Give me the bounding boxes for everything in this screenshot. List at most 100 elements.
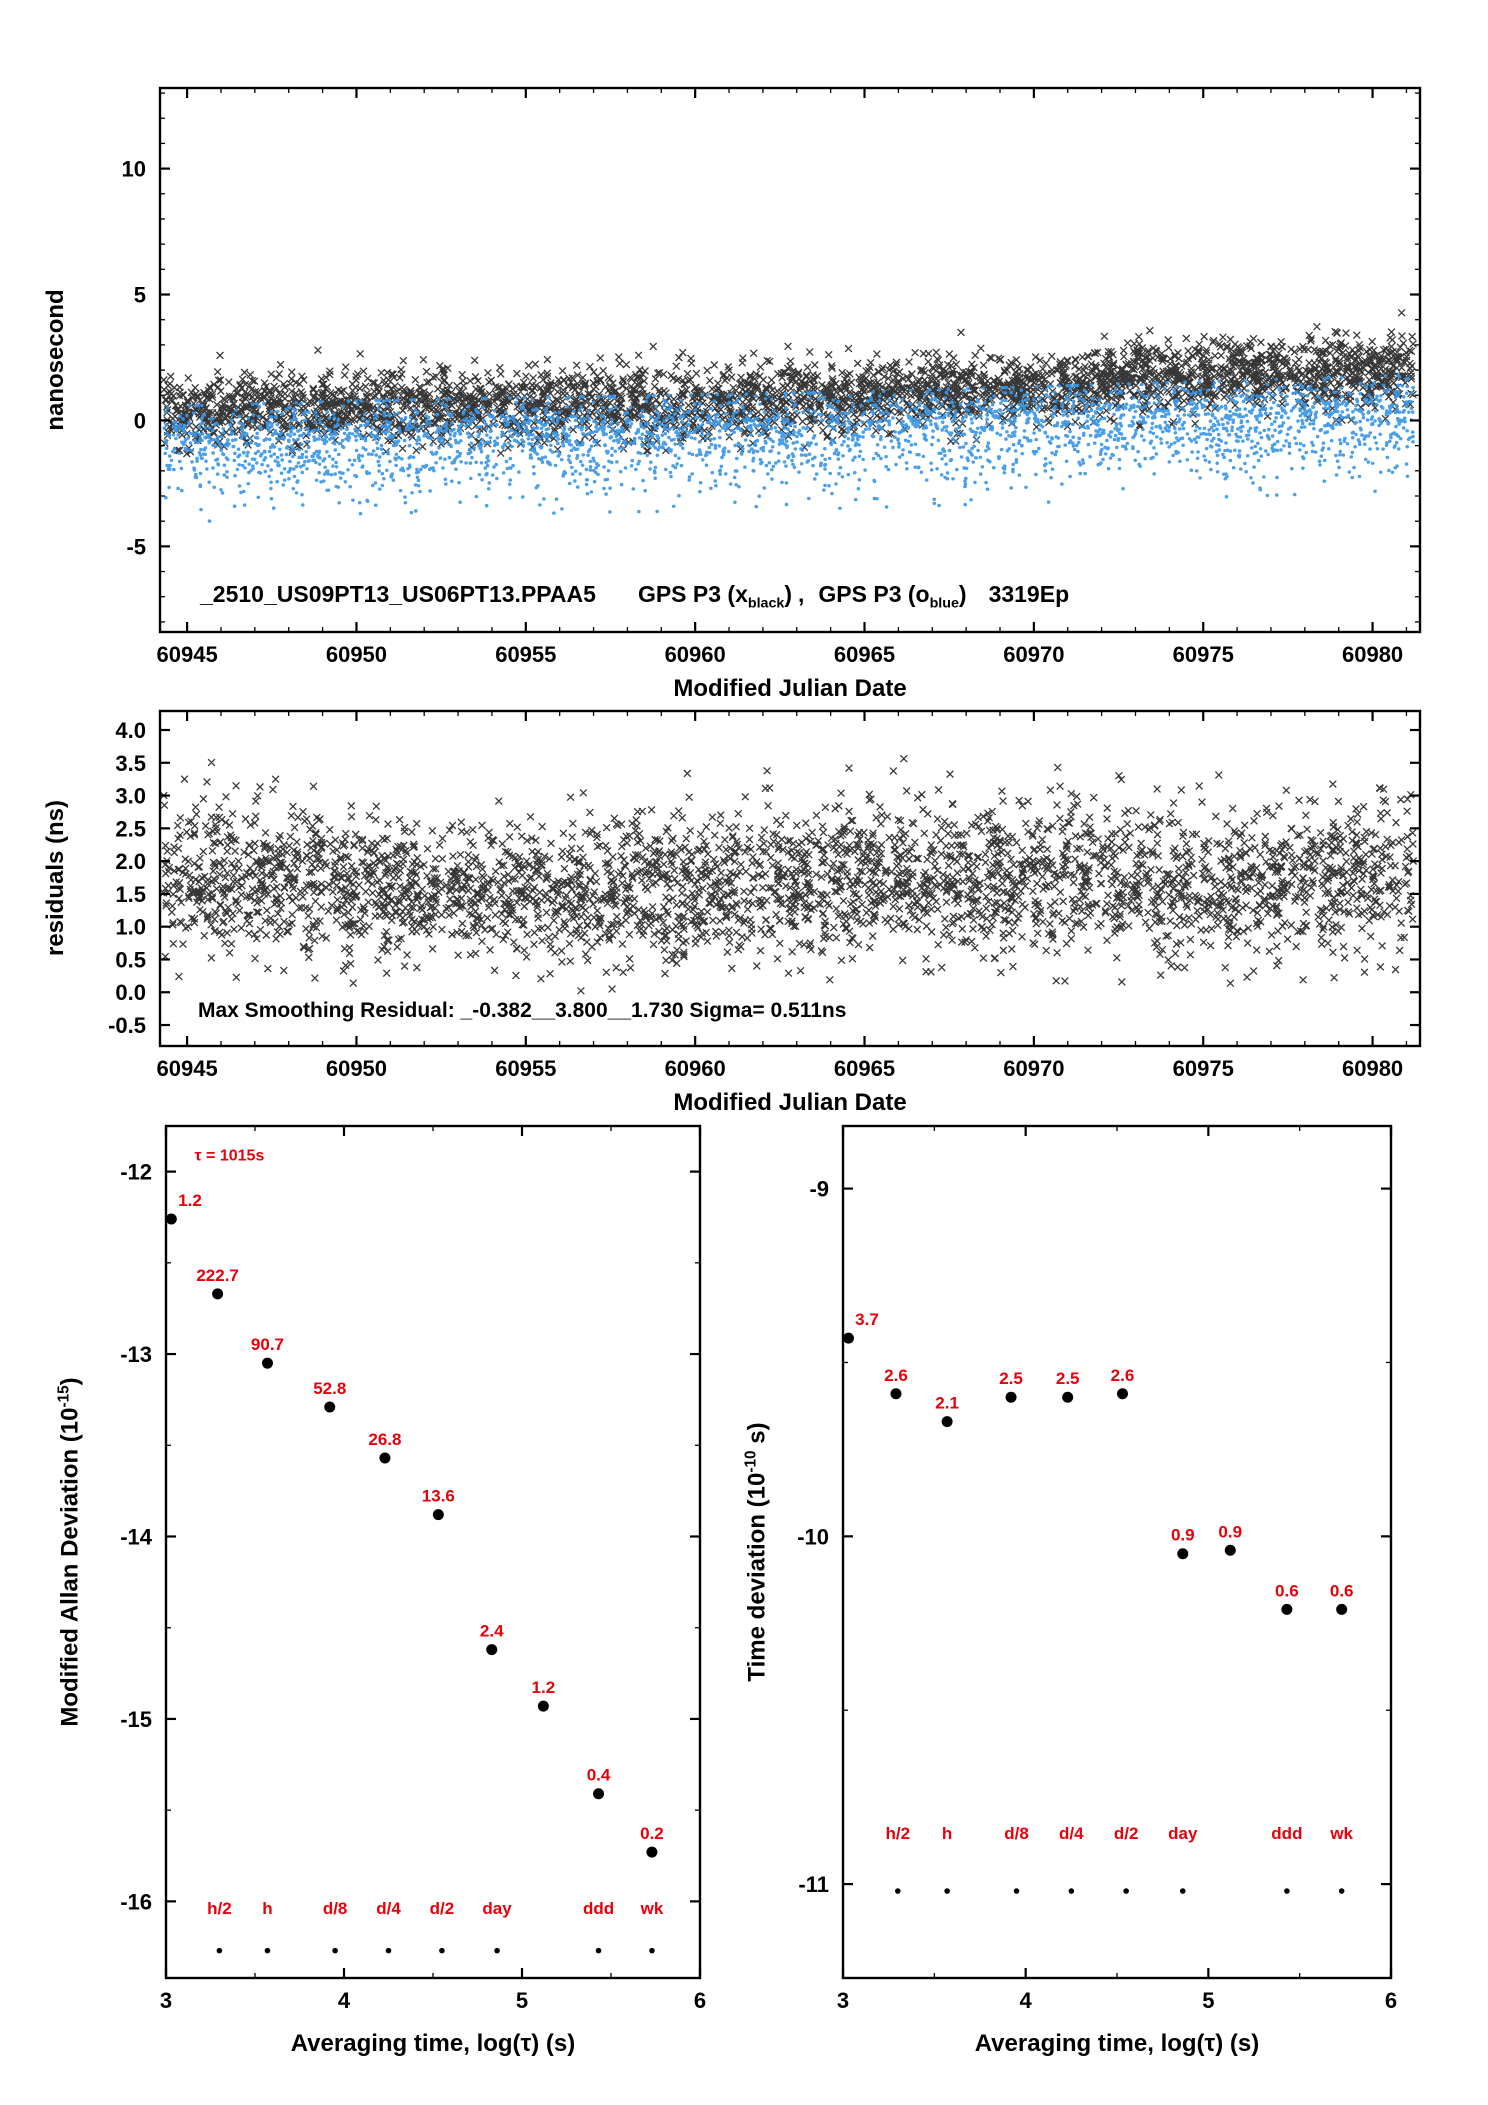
averaging-interval-label: h: [262, 1899, 272, 1918]
averaging-interval-label: d/8: [1004, 1824, 1029, 1843]
svg-text:-0.5: -0.5: [108, 1013, 146, 1038]
annotation-epoch-count: 3319Ep: [988, 581, 1070, 607]
panel1-y-axis-title: nanosecond: [42, 289, 69, 431]
averaging-interval-label: h: [942, 1824, 952, 1843]
tau-note: τ = 1015s: [194, 1148, 264, 1165]
scatter-series: [162, 373, 1415, 523]
mdev-exponent: -15: [55, 1385, 73, 1408]
point-value-label: 0.6: [1275, 1581, 1299, 1600]
svg-text:0.5: 0.5: [115, 947, 146, 972]
averaging-interval-label: d/8: [323, 1899, 348, 1918]
point-value-label: 2.4: [480, 1622, 504, 1641]
data-point: [537, 1700, 549, 1712]
svg-text:5: 5: [134, 283, 146, 308]
point-value-label: 2.1: [935, 1394, 959, 1413]
svg-text:-16: -16: [120, 1889, 152, 1914]
data-point: [1005, 1391, 1017, 1403]
annotation-file-id: _2510_US09PT13_US06PT13.PPAA5: [200, 581, 596, 607]
svg-text:60950: 60950: [326, 1056, 387, 1081]
svg-text:-14: -14: [120, 1524, 153, 1549]
svg-text:1.0: 1.0: [115, 915, 146, 940]
annotation-series1-label: GPS P3 (x: [637, 581, 748, 607]
svg-text:3.5: 3.5: [115, 751, 146, 776]
svg-text:60955: 60955: [495, 642, 556, 667]
plot-frame: [164, 1124, 702, 1980]
svg-text:-9: -9: [809, 1177, 829, 1202]
svg-text:60975: 60975: [1173, 1056, 1234, 1081]
averaging-interval-label: wk: [640, 1899, 664, 1918]
data-point: [165, 1213, 177, 1225]
svg-text:60960: 60960: [665, 1056, 726, 1081]
annotation-series2-sub: blue: [929, 595, 959, 612]
averaging-interval-dot: [1013, 1888, 1020, 1894]
plot-frame: [158, 86, 1422, 634]
data-point: [1062, 1391, 1074, 1403]
svg-text:5: 5: [1202, 1988, 1214, 2013]
svg-text:60965: 60965: [834, 642, 895, 667]
svg-text:60965: 60965: [834, 1056, 895, 1081]
averaging-interval-label: ddd: [1271, 1824, 1302, 1843]
averaging-interval-dot: [649, 1947, 655, 1954]
plot-frame: [158, 709, 1422, 1048]
point-value-label: 2.6: [884, 1366, 908, 1385]
averaging-interval-dot: [216, 1947, 223, 1954]
averaging-interval-label: day: [482, 1899, 512, 1918]
averaging-interval-dot: [332, 1947, 338, 1954]
averaging-interval-label: wk: [1329, 1824, 1353, 1843]
averaging-interval-label: d/2: [430, 1899, 455, 1918]
data-point: [890, 1388, 902, 1400]
point-value-label: 222.7: [196, 1266, 239, 1285]
svg-text:0.0: 0.0: [115, 980, 146, 1005]
smoothing-residuals-panel: 60945 60950 60955 60960 60965 60970 60975 60980…: [108, 709, 1422, 1081]
scatter-series: [159, 754, 1418, 995]
data-point: [1224, 1544, 1236, 1556]
data-point: [646, 1846, 658, 1858]
averaging-interval-dot: [1338, 1888, 1345, 1894]
point-value-label: 3.7: [855, 1310, 879, 1329]
panel2-annotation: Max Smoothing Residual: _-0.382__3.800__…: [198, 999, 847, 1022]
averaging-interval-dot: [944, 1888, 950, 1894]
svg-text:10: 10: [122, 157, 146, 182]
svg-text:3.0: 3.0: [115, 784, 146, 809]
averaging-interval-label: ddd: [583, 1899, 614, 1918]
svg-text:60960: 60960: [665, 642, 726, 667]
averaging-interval-dot: [595, 1947, 602, 1954]
data-point: [1177, 1548, 1189, 1560]
panel1-annotation: _2510_US09PT13_US06PT13.PPAA5 GPS P3 (x bl…: [200, 581, 1070, 612]
svg-text:60955: 60955: [495, 1056, 556, 1081]
point-value-label: 2.5: [1056, 1369, 1080, 1388]
annotation-separator: ,: [798, 581, 805, 607]
svg-text:-13: -13: [120, 1342, 152, 1367]
averaging-interval-label: d/4: [376, 1899, 401, 1918]
plot-frame: [841, 1124, 1393, 1980]
svg-text:-5: -5: [126, 534, 146, 559]
svg-text:3: 3: [837, 1988, 849, 2013]
annotation-series2-label: GPS P3 (o: [818, 581, 930, 607]
point-value-label: 2.5: [999, 1369, 1023, 1388]
svg-text:60945: 60945: [157, 642, 218, 667]
averaging-interval-dot: [1123, 1888, 1129, 1894]
modified-allan-deviation-panel: 3 4 5 6 -12 -13 -14 -15 -16 1.2 222.7 90.7 52.8 26.8 1…: [120, 1124, 706, 2013]
svg-text:60975: 60975: [1173, 642, 1234, 667]
svg-text:2.5: 2.5: [115, 816, 146, 841]
svg-text:60945: 60945: [157, 1056, 218, 1081]
svg-text:4: 4: [338, 1988, 351, 2013]
svg-text:-15: -15: [120, 1707, 152, 1732]
averaging-interval-dot: [385, 1947, 392, 1954]
point-value-label: 0.2: [640, 1824, 664, 1843]
svg-text:2.0: 2.0: [115, 849, 146, 874]
data-point: [941, 1416, 953, 1428]
svg-text:1.5: 1.5: [115, 882, 146, 907]
data-point: [1116, 1388, 1128, 1400]
averaging-interval-dot: [895, 1888, 901, 1894]
point-value-label: 90.7: [251, 1335, 284, 1354]
point-value-label: 0.4: [587, 1766, 611, 1785]
averaging-interval-label: h/2: [207, 1899, 232, 1918]
data-point: [593, 1788, 605, 1800]
panel3-y-axis-title: Modified Allan Deviation (10-15): [55, 1377, 84, 1727]
svg-text:5: 5: [516, 1988, 528, 2013]
svg-text:4: 4: [1020, 1988, 1033, 2013]
time-deviation-panel: 3 4 5 6 -9 -10 -11 3.7 2.6 2.1 2.5 2.5 2.6 0.9 0.9 0.6 0…: [797, 1124, 1397, 2013]
